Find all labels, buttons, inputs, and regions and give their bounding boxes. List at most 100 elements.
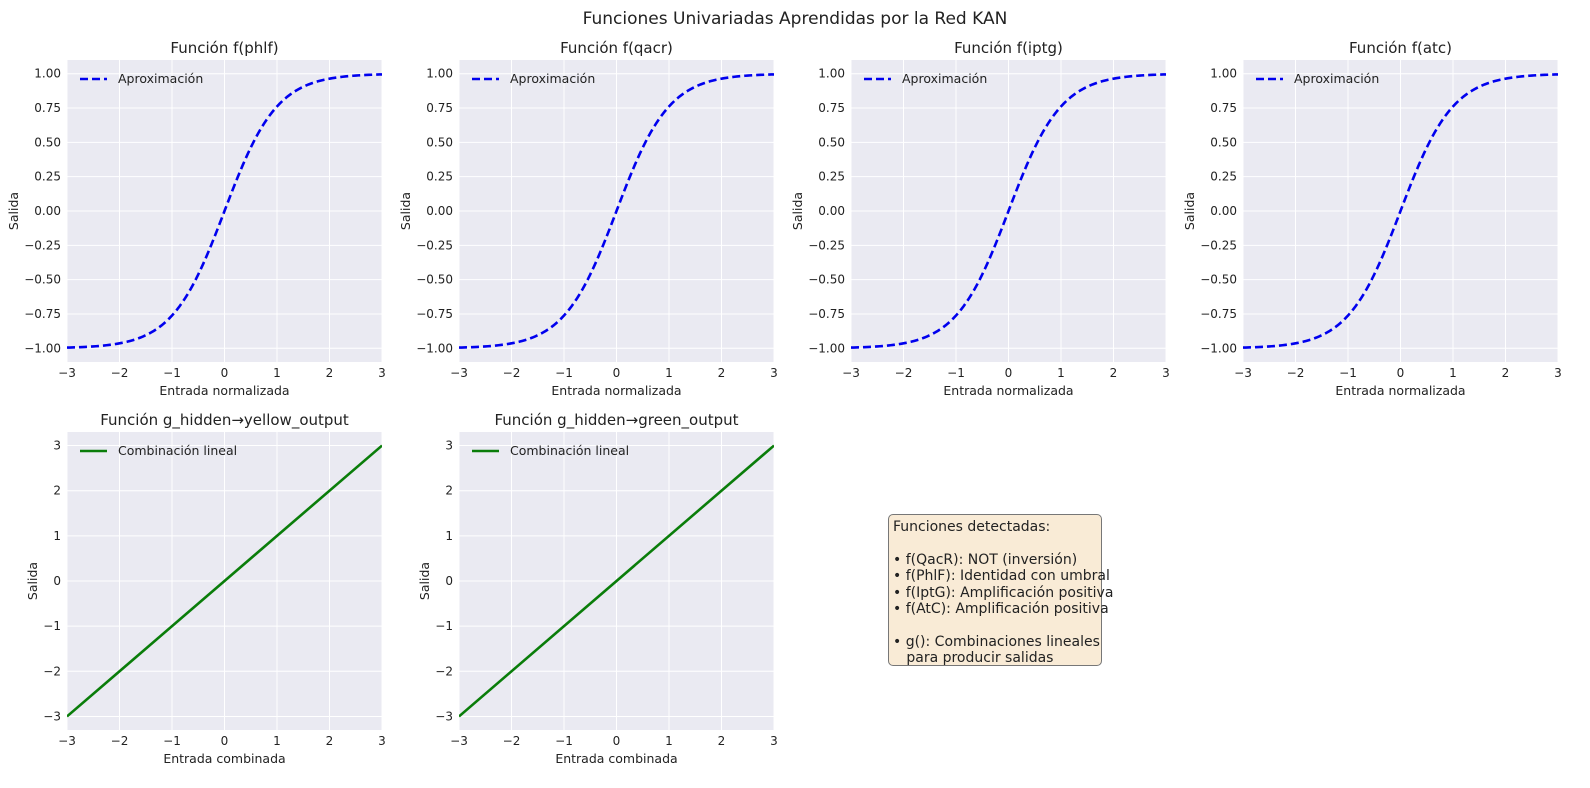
y-tick-label: −0.25 [1200,238,1237,252]
x-tick-label: −3 [58,366,76,380]
y-tick-label: 0.75 [1210,101,1237,115]
series-line [459,444,774,718]
x-tick-label: 2 [326,366,334,380]
legend-label: Aproximación [902,71,987,86]
y-axis-label: Salida [6,192,21,230]
subplot-title: Función f(phlf) [170,39,278,57]
x-tick-label: −2 [111,734,129,748]
x-tick-label: 1 [665,366,673,380]
y-tick-label: 0.25 [1210,170,1237,184]
y-tick-label: 0.50 [1210,135,1237,149]
series-line [67,444,382,718]
note-footer-line2: para producir salidas [893,650,1054,666]
x-tick-label: −2 [1287,366,1305,380]
x-axis-label: Entrada normalizada [943,383,1073,398]
y-tick-label: 0.75 [34,101,61,115]
y-tick-label: 0.75 [426,101,453,115]
subplot-title: Función g_hidden→green_output [494,411,738,430]
y-axis-label: Salida [398,192,413,230]
x-tick-label: 0 [221,734,229,748]
x-tick-label: 3 [1162,366,1170,380]
x-tick-label: −1 [163,366,181,380]
subplot-2: −3 −2 −1 0 1 2 3 −1.00 −0.75 −0.50 −0.25 0.00 0.25 0.… [398,39,778,398]
y-tick-label: 0.00 [426,204,453,218]
subplot-6: −3 −2 −1 0 1 2 3 −3 −2 −1 0 1 2 3 Función g_hidden→gre… [417,411,778,766]
subplot-5: −3 −2 −1 0 1 2 3 −3 −2 −1 0 1 2 3 Función g_hidden→yel… [25,411,386,766]
x-tick-label: 1 [1057,366,1065,380]
subplot-4: −3 −2 −1 0 1 2 3 −1.00 −0.75 −0.50 −0.25 0.00 0.25 0.… [1182,39,1562,398]
y-tick-label: −2 [43,664,61,678]
x-tick-label: 0 [613,734,621,748]
y-tick-label: −0.50 [808,273,845,287]
x-axis-label: Entrada normalizada [551,383,681,398]
subplot-3: −3 −2 −1 0 1 2 3 −1.00 −0.75 −0.50 −0.25 0.00 0.25 0.… [790,39,1170,398]
y-tick-label: 0.25 [426,170,453,184]
y-tick-label: 1.00 [818,67,845,81]
x-axis-label: Entrada normalizada [159,383,289,398]
y-tick-label: 0.25 [34,170,61,184]
note-heading: Funciones detectadas: [893,519,1051,535]
y-tick-label: 1.00 [426,67,453,81]
y-tick-label: −0.25 [808,238,845,252]
subplot-1: −3 −2 −1 0 1 2 3 −1.00 −0.75 −0.50 −0.25 0.00 0.25 0.… [6,39,386,398]
subplot-title: Función f(qacr) [560,39,673,57]
x-tick-label: −1 [555,366,573,380]
y-tick-label: −1.00 [416,341,453,355]
y-tick-label: 0.50 [818,135,845,149]
x-tick-label: −1 [947,366,965,380]
y-tick-label: −0.75 [416,307,453,321]
y-tick-label: 0.50 [34,135,61,149]
y-axis-label: Salida [1182,192,1197,230]
x-tick-label: −3 [450,366,468,380]
x-axis-label: Entrada combinada [163,751,285,766]
x-tick-label: −3 [450,734,468,748]
y-tick-label: −1.00 [1200,341,1237,355]
note-footer-line1: • g(): Combinaciones lineales [893,633,1100,650]
y-tick-label: −0.75 [24,307,61,321]
y-axis-label: Salida [790,192,805,230]
x-tick-label: −2 [503,734,521,748]
x-tick-label: 0 [221,366,229,380]
x-tick-label: −1 [163,734,181,748]
y-tick-label: 1.00 [34,67,61,81]
note-item-phlf: • f(PhlF): Identidad con umbral [893,568,1110,584]
series-line [459,73,774,349]
y-tick-label: −3 [43,709,61,723]
note-item-iptg: • f(IptG): Amplificación positiva [893,584,1114,601]
y-tick-label: −0.50 [24,273,61,287]
x-tick-label: −1 [555,734,573,748]
legend-label: Aproximación [1294,71,1379,86]
y-tick-label: −2 [435,664,453,678]
x-tick-label: 3 [770,734,778,748]
x-tick-label: 1 [1449,366,1457,380]
figure-title: Funciones Univariadas Aprendidas por la … [583,9,1008,29]
y-tick-label: 0 [445,574,453,588]
x-tick-label: 0 [1005,366,1013,380]
subplot-title: Función f(iptg) [954,39,1063,57]
legend-label: Aproximación [510,71,595,86]
y-tick-label: −0.75 [808,307,845,321]
y-tick-label: −0.50 [1200,273,1237,287]
subplot-title: Función f(atc) [1349,39,1452,57]
y-tick-label: −0.50 [416,273,453,287]
series-line [851,73,1166,349]
subplot-title: Función g_hidden→yellow_output [100,411,349,430]
x-tick-label: 3 [1554,366,1562,380]
series-line [1243,73,1558,349]
x-tick-label: 3 [770,366,778,380]
x-tick-label: 2 [718,734,726,748]
legend-label: Aproximación [118,71,203,86]
x-tick-label: 1 [273,734,281,748]
y-tick-label: −3 [435,709,453,723]
legend-label: Combinación lineal [118,443,237,458]
x-tick-label: −3 [58,734,76,748]
y-tick-label: −0.25 [416,238,453,252]
detected-functions-note: Funciones detectadas: • f(QacR): NOT (in… [888,514,1114,666]
x-tick-label: 2 [326,734,334,748]
y-tick-label: −0.25 [24,238,61,252]
y-tick-label: 0.25 [818,170,845,184]
x-tick-label: 2 [1110,366,1118,380]
series-line [67,73,382,349]
y-tick-label: 0.00 [818,204,845,218]
note-item-atc: • f(AtC): Amplificación positiva [893,601,1109,617]
